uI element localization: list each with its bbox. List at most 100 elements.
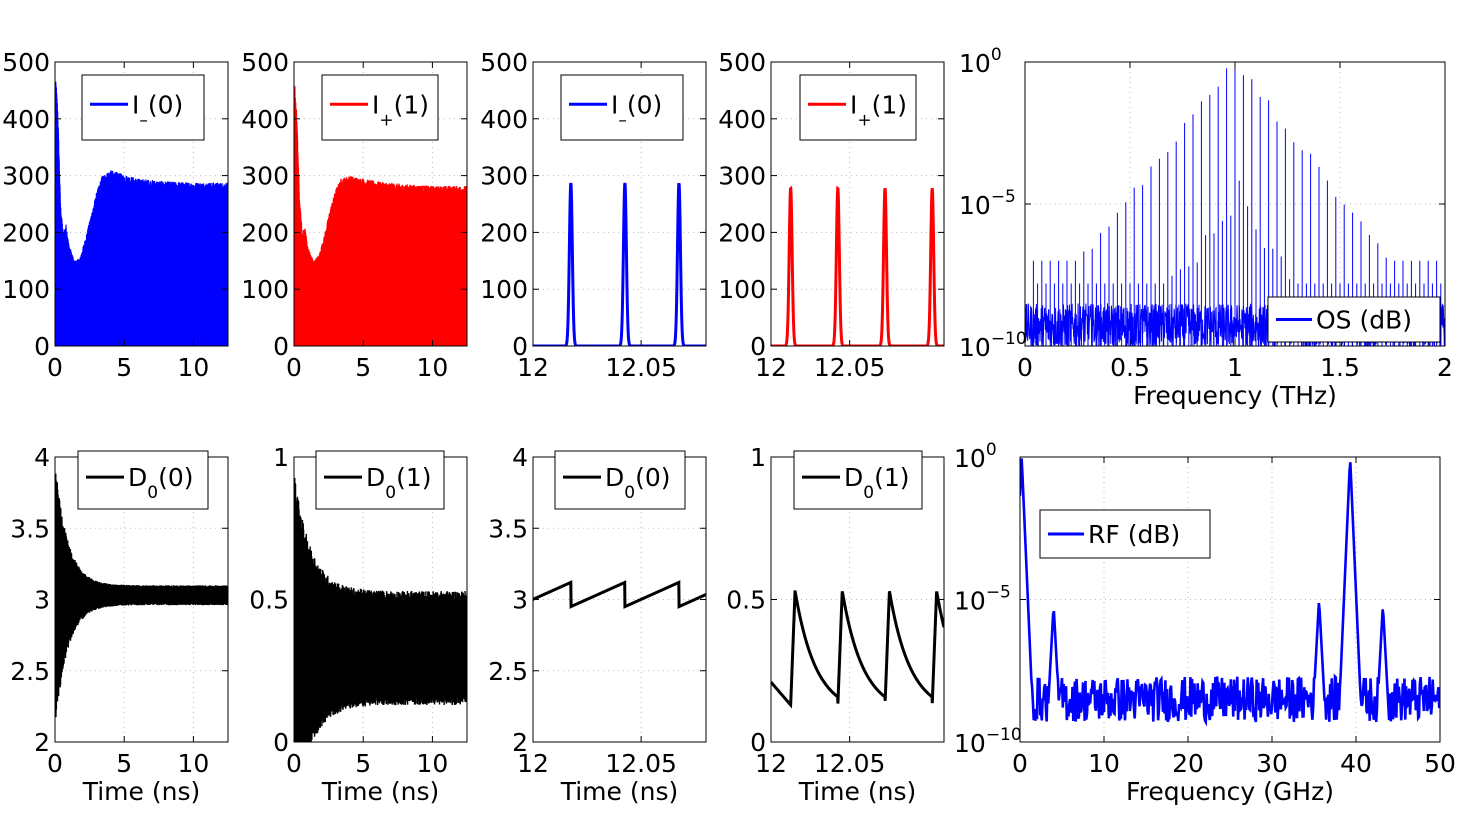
legend-label: I–(0) bbox=[611, 90, 662, 130]
y-tick-label: 300 bbox=[480, 162, 528, 191]
legend: D0(1) bbox=[793, 450, 923, 510]
y-tick-label: 0 bbox=[273, 728, 289, 757]
y-tick-label: 3.5 bbox=[488, 514, 528, 543]
y-tick-label: 400 bbox=[480, 105, 528, 134]
legend-label: D0(1) bbox=[366, 463, 432, 503]
chart-p5: 0 0.5 1 1.5 2 10−10 10−5 100 Frequency (THz) OS (… bbox=[959, 45, 1453, 410]
x-tick-label: 10 bbox=[416, 353, 448, 382]
x-tick-label: 12 bbox=[755, 353, 787, 382]
chart-p3: 12 12.05 0 100 200 300 400 500 I–(0) bbox=[480, 48, 707, 382]
y-tick-label: 100 bbox=[959, 45, 1002, 78]
y-tick-label: 10−10 bbox=[954, 725, 1022, 758]
legend-label: D0(0) bbox=[128, 463, 194, 503]
legend-label: I+(1) bbox=[850, 90, 907, 130]
y-tick-label: 400 bbox=[2, 105, 50, 134]
legend-label: I+(1) bbox=[372, 90, 429, 130]
x-tick-label: 40 bbox=[1340, 749, 1372, 778]
legend-label: OS (dB) bbox=[1316, 306, 1412, 335]
y-tick-label: 1 bbox=[750, 443, 766, 472]
legend: I+(1) bbox=[321, 74, 439, 141]
legend: D0(1) bbox=[315, 450, 445, 510]
y-tick-label: 1 bbox=[273, 443, 289, 472]
legend-label: D0(0) bbox=[605, 463, 671, 503]
x-tick-label: 5 bbox=[355, 749, 371, 778]
series-p1 bbox=[55, 81, 228, 346]
x-tick-label: 10 bbox=[1088, 749, 1120, 778]
y-tick-label: 500 bbox=[718, 48, 766, 77]
series-line bbox=[1020, 458, 1440, 727]
legend: I–(0) bbox=[81, 74, 205, 141]
y-tick-label: 0 bbox=[273, 332, 289, 361]
series-line bbox=[771, 590, 944, 709]
y-tick-label: 300 bbox=[718, 162, 766, 191]
y-tick-label: 100 bbox=[718, 275, 766, 304]
axes-frame bbox=[532, 61, 707, 347]
legend: I+(1) bbox=[799, 74, 917, 141]
x-axis-label: Time (ns) bbox=[321, 777, 440, 806]
y-tick-label: 0 bbox=[750, 728, 766, 757]
x-tick-label: 0 bbox=[286, 353, 302, 382]
y-tick-label: 300 bbox=[2, 162, 50, 191]
legend-box bbox=[315, 450, 445, 510]
legend-box bbox=[81, 74, 205, 141]
y-tick-label: 4 bbox=[34, 443, 50, 472]
x-tick-label: 20 bbox=[1172, 749, 1204, 778]
chart-p7: 0 5 10 0 0.5 1 Time (ns) D0(1) bbox=[249, 443, 468, 806]
series-p8 bbox=[533, 580, 706, 609]
series-p6 bbox=[55, 473, 228, 718]
series-line bbox=[55, 473, 228, 718]
y-tick-label: 400 bbox=[718, 105, 766, 134]
chart-p10: 0 10 20 30 40 50 10−10 10−5 100 Frequency (GHz) RF… bbox=[954, 440, 1456, 806]
y-tick-label: 2 bbox=[512, 728, 528, 757]
x-tick-label: 10 bbox=[177, 353, 209, 382]
y-tick-label: 3.5 bbox=[10, 514, 50, 543]
series-line bbox=[533, 580, 706, 609]
chart-p6: 0 5 10 2 2.5 3 3.5 4 Time (ns) D0(0) bbox=[10, 443, 229, 806]
chart-p9: 12 12.05 0 0.5 1 Time (ns) D0(1) bbox=[726, 443, 945, 806]
y-tick-label: 0.5 bbox=[249, 586, 289, 615]
x-axis-label: Frequency (THz) bbox=[1133, 381, 1337, 410]
legend-label: I–(0) bbox=[132, 90, 183, 130]
series-line bbox=[294, 85, 467, 346]
y-tick-label: 0.5 bbox=[726, 586, 766, 615]
x-tick-label: 12.05 bbox=[814, 749, 886, 778]
x-tick-label: 5 bbox=[355, 353, 371, 382]
x-tick-label: 1 bbox=[1227, 353, 1243, 382]
y-tick-label: 10−5 bbox=[959, 187, 1016, 220]
series-line bbox=[55, 81, 228, 346]
y-tick-label: 500 bbox=[241, 48, 289, 77]
x-tick-label: 2 bbox=[1437, 353, 1453, 382]
series-noise-floor bbox=[1025, 303, 1445, 346]
y-tick-label: 2.5 bbox=[10, 657, 50, 686]
y-tick-label: 200 bbox=[241, 218, 289, 247]
x-tick-label: 10 bbox=[416, 749, 448, 778]
y-tick-label: 4 bbox=[512, 443, 528, 472]
x-axis-label: Time (ns) bbox=[798, 777, 917, 806]
y-tick-label: 200 bbox=[718, 218, 766, 247]
x-tick-label: 12 bbox=[517, 353, 549, 382]
x-tick-label: 0 bbox=[1012, 749, 1028, 778]
legend-box bbox=[554, 450, 686, 510]
x-tick-label: 10 bbox=[177, 749, 209, 778]
x-axis-label: Frequency (GHz) bbox=[1126, 777, 1334, 806]
legend: RF (dB) bbox=[1039, 509, 1211, 559]
x-tick-label: 0 bbox=[47, 353, 63, 382]
series-line bbox=[294, 477, 467, 742]
series-p2 bbox=[294, 85, 467, 346]
x-tick-label: 12 bbox=[755, 749, 787, 778]
x-tick-label: 5 bbox=[116, 749, 132, 778]
x-axis-label: Time (ns) bbox=[560, 777, 679, 806]
y-tick-label: 400 bbox=[241, 105, 289, 134]
legend: D0(0) bbox=[77, 450, 209, 510]
x-tick-label: 1.5 bbox=[1320, 353, 1360, 382]
series-p9 bbox=[771, 590, 944, 709]
legend-box bbox=[560, 74, 684, 141]
legend: D0(0) bbox=[554, 450, 686, 510]
y-tick-label: 3 bbox=[34, 586, 50, 615]
y-tick-label: 2 bbox=[34, 728, 50, 757]
y-tick-label: 3 bbox=[512, 586, 528, 615]
y-tick-label: 300 bbox=[241, 162, 289, 191]
